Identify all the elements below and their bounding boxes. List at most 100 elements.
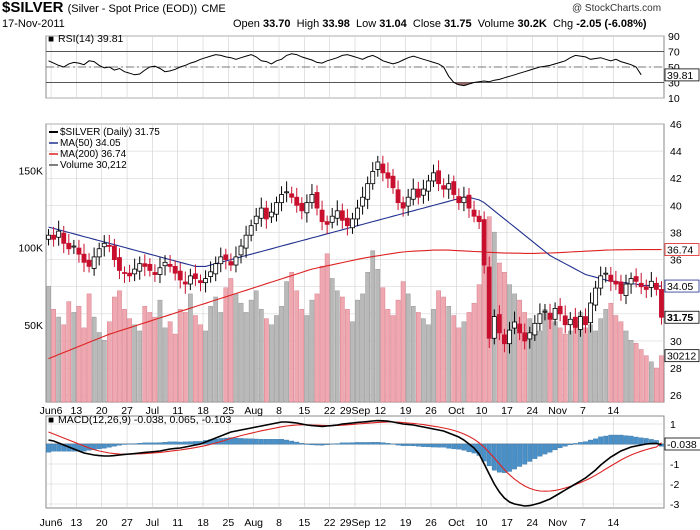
volume-bar <box>157 299 163 403</box>
candle-body <box>127 272 133 277</box>
macd-histogram-bar <box>562 443 568 447</box>
candle-body <box>117 257 122 271</box>
candle-body <box>137 263 143 272</box>
macd-histogram-bar <box>517 443 523 467</box>
macd-histogram-bar <box>608 434 614 445</box>
macd-signal-line <box>48 421 662 492</box>
price-x-label: 8 <box>276 405 282 417</box>
volume-bar <box>628 340 634 403</box>
macd-histogram-bar <box>294 441 300 445</box>
candle-body <box>344 217 350 227</box>
candle-body <box>618 281 624 294</box>
candle-body <box>532 322 538 336</box>
candle-body <box>294 196 300 206</box>
candle-body <box>142 263 148 267</box>
macd-x-label: 29Sep <box>340 517 371 529</box>
volume-bar <box>167 321 173 403</box>
exchange: CME <box>201 3 226 15</box>
candle-body <box>608 274 614 282</box>
close-current-value-box <box>664 310 700 324</box>
rsi-line <box>48 53 642 87</box>
candle-body <box>284 191 290 194</box>
volume-bar <box>106 321 112 403</box>
macd-histogram-bar <box>289 440 295 445</box>
volume-bar <box>441 296 446 403</box>
macd-histogram-bar <box>420 443 426 447</box>
candle-body <box>598 275 604 289</box>
volume-bar <box>446 306 452 403</box>
volume-bar <box>243 312 249 403</box>
macd-histogram-bar <box>572 443 578 445</box>
macd-histogram-bar <box>623 435 629 445</box>
candle-body <box>370 171 376 185</box>
candle-body <box>304 202 310 214</box>
macd-histogram-bar <box>274 439 279 445</box>
candle-body <box>415 188 421 198</box>
volume-bar <box>329 278 335 403</box>
macd-histogram-bar <box>81 443 87 452</box>
candle-body <box>542 310 548 313</box>
candle-body <box>451 181 457 195</box>
candle-body <box>375 161 381 170</box>
macd-x-label: 22 <box>324 517 336 529</box>
volume-bar <box>193 315 198 403</box>
macd-histogram-bar <box>56 443 62 452</box>
macd-histogram-bar <box>613 434 619 445</box>
volume-bar <box>623 330 629 403</box>
macd-histogram-bar <box>122 443 127 445</box>
price-x-label: 12 <box>374 405 386 417</box>
macd-x-label: Oct <box>448 517 464 529</box>
macd-histogram-bar <box>51 443 57 452</box>
candle-body <box>603 272 609 275</box>
macd-histogram-bar <box>111 443 117 447</box>
macd-histogram-bar <box>370 442 376 445</box>
volume-bar <box>233 293 239 403</box>
macd-histogram-bar <box>248 438 254 445</box>
volume-bar <box>172 333 178 403</box>
macd-histogram-bar <box>132 443 138 445</box>
macd-histogram-bar <box>127 443 133 445</box>
macd-histogram-bar <box>213 438 219 445</box>
macd-x-label: 7 <box>580 517 586 529</box>
macd-x-label: Jun6 <box>40 517 63 529</box>
candle-body <box>268 211 274 218</box>
volume-bar <box>309 299 315 403</box>
macd-histogram-bar <box>446 443 452 449</box>
macd-histogram-bar <box>279 439 284 445</box>
candle-body <box>157 267 163 275</box>
volume-bar <box>324 253 330 403</box>
candle-body <box>279 194 284 204</box>
macd-histogram-bar <box>436 443 442 448</box>
macd-histogram-bar <box>395 443 401 446</box>
macd-histogram-bar <box>542 443 548 455</box>
macd-tick-label: -1 <box>670 459 679 471</box>
volume-bar <box>421 318 426 403</box>
price-x-label: 14 <box>608 405 620 417</box>
ma50-current-value: 34.05 <box>667 281 693 293</box>
macd-histogram-bar <box>598 436 604 445</box>
volume-bar <box>162 327 168 403</box>
candle-body <box>203 278 208 284</box>
macd-histogram-bar <box>426 443 431 448</box>
volume-bar <box>101 340 107 403</box>
high-label: High <box>296 18 320 30</box>
volume-bar <box>476 284 482 403</box>
volume-bar <box>117 290 122 403</box>
macd-x-label: 14 <box>608 517 620 529</box>
volume-bar <box>127 318 132 403</box>
macd-histogram-bar <box>268 439 274 445</box>
volume-bar <box>340 296 345 403</box>
macd-histogram-bar <box>324 443 330 445</box>
macd-histogram-bar <box>233 437 239 445</box>
macd-histogram-bar <box>431 443 436 448</box>
volume-bar <box>603 309 609 403</box>
price-tick-label: 28 <box>670 363 682 375</box>
macd-histogram-bar <box>142 442 148 445</box>
volume-bar <box>633 343 639 403</box>
candle-body <box>111 245 117 261</box>
volume-bar <box>400 281 406 403</box>
volume-bar <box>223 287 229 403</box>
volume-bar <box>152 316 158 403</box>
macd-histogram-bar <box>344 442 350 445</box>
candle-body <box>51 234 57 240</box>
